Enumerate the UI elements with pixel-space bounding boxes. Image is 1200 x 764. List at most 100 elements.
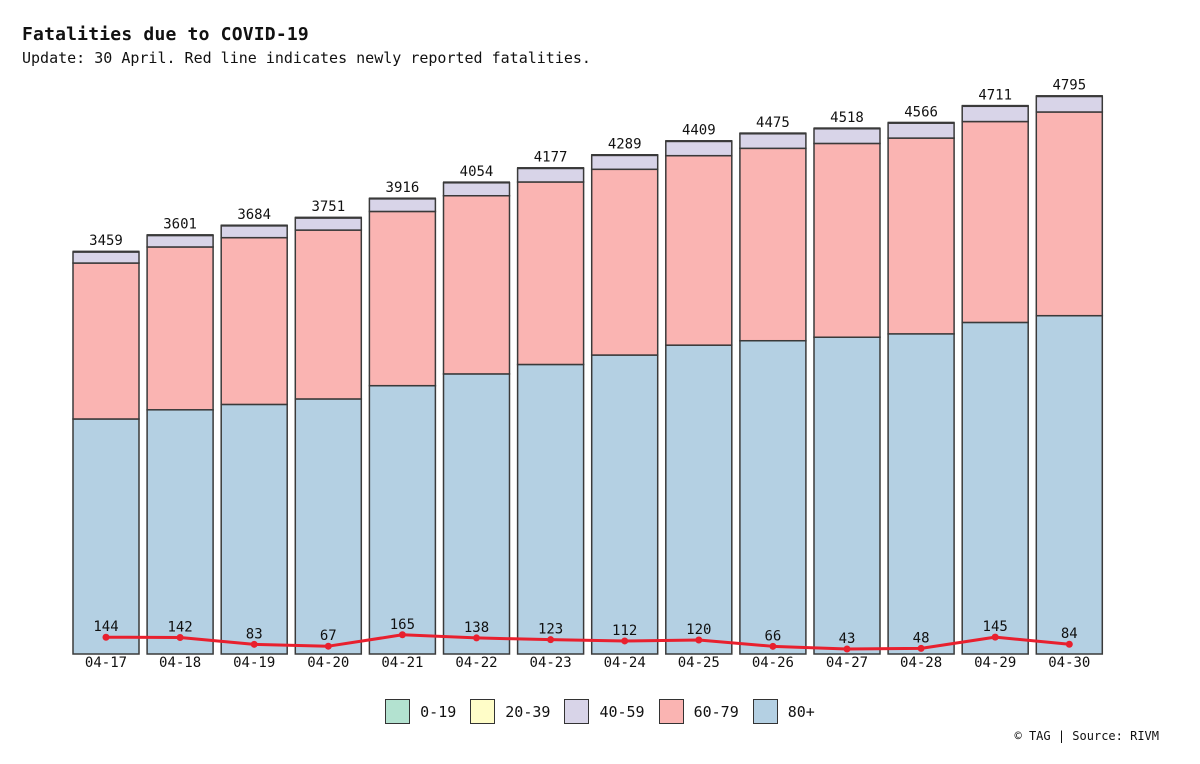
new-fatalities-point [398,631,406,639]
chart-title: Fatalities due to COVID-19 [22,24,309,45]
bar-total-label: 3916 [386,180,420,196]
x-tick-label: 04-17 [85,655,127,671]
x-tick-label: 04-21 [381,655,423,671]
bar-segment-80plus-04-27 [813,336,881,655]
bar-segment-80plus-04-28 [887,333,955,655]
x-tick-label: 04-25 [678,655,720,671]
bar-total-label: 3459 [89,233,123,249]
bar-total-label: 4177 [534,150,568,166]
bar-total-label: 4289 [608,137,642,153]
x-tick-label: 04-27 [826,655,868,671]
source-credit: © TAG | Source: RIVM [1014,729,1160,743]
new-fatalities-point [621,637,629,645]
new-fatalities-point [176,633,184,641]
bar-total-label: 4054 [460,164,494,180]
legend-swatch-80plus [752,699,778,724]
chart-subtitle: Update: 30 April. Red line indicates new… [22,49,591,67]
bar-segment-60-79-04-17 [72,262,140,420]
new-fatalities-point [695,636,703,644]
new-fatalities-label: 48 [913,630,930,646]
bar-segment-40-59-04-18 [146,234,214,248]
new-fatalities-point [991,633,999,641]
bar-total-label: 4795 [1052,78,1086,94]
bar-segment-60-79-04-27 [813,142,881,338]
bar-segment-80plus-04-29 [961,321,1029,655]
legend-label-20-39: 20-39 [505,702,551,721]
legend-label-40-59: 40-59 [599,702,645,721]
new-fatalities-point [917,644,925,652]
new-fatalities-label: 66 [764,628,781,644]
bar-total-label: 4518 [830,110,864,126]
legend-item-0-19: 0-19 [385,699,456,724]
bar-segment-80plus-04-17 [72,418,140,655]
new-fatalities-line [105,633,1070,651]
new-fatalities-label: 83 [246,626,263,642]
x-tick-label: 04-26 [752,655,794,671]
bar-segment-40-59-04-20 [294,217,363,231]
stacked-bar-chart: 3459 04-17 3601 04-18 3684 04-19 3751 04-20 3916… [72,78,1104,671]
legend-item-40-59: 40-59 [564,699,645,724]
bar-segment-60-79-04-24 [590,168,659,356]
bar-total-label: 4475 [756,115,790,131]
bar-segment-60-79-04-26 [739,147,807,342]
new-fatalities-label: 165 [390,617,415,633]
x-tick-label: 04-29 [974,655,1016,671]
new-fatalities-label: 84 [1061,626,1078,642]
new-fatalities-point [843,645,851,653]
new-fatalities-label: 112 [612,623,637,639]
bar-segment-40-59-04-30 [1035,95,1104,113]
x-tick-label: 04-18 [159,655,201,671]
legend-label-60-79: 60-79 [693,702,739,721]
bar-segment-80plus-04-18 [146,409,214,655]
legend-swatch-40-59 [564,699,590,724]
bar-total-label: 3601 [163,217,197,233]
bar-segment-80plus-04-25 [665,344,733,655]
legend-item-60-79: 60-79 [658,699,739,724]
new-fatalities-label: 67 [320,628,337,644]
bar-segment-80plus-04-22 [442,373,511,655]
bar-segment-40-59-04-29 [961,105,1029,123]
new-fatalities-label: 123 [538,622,563,638]
x-tick-label: 04-23 [530,655,572,671]
bar-segment-60-79-04-21 [368,210,437,387]
bar-segment-60-79-04-19 [220,236,288,406]
new-fatalities-label: 145 [983,619,1008,635]
bar-total-label: 3751 [311,199,345,215]
bar-segment-60-79-04-28 [887,137,955,335]
bar-segment-40-59-04-17 [72,251,140,264]
bar-segment-40-59-04-27 [813,128,881,145]
x-tick-label: 04-20 [307,655,349,671]
bar-segment-60-79-04-23 [516,181,585,366]
bar-total-label: 4409 [682,123,716,139]
new-fatalities-label: 144 [93,619,118,635]
new-fatalities-point [1065,640,1073,648]
x-tick-label: 04-24 [604,655,646,671]
new-fatalities-point [473,634,480,642]
new-fatalities-point [547,636,555,644]
new-fatalities-label: 43 [839,631,856,647]
bar-segment-60-79-04-25 [665,154,733,346]
bar-total-label: 4711 [978,87,1012,103]
bar-segment-80plus-04-19 [220,403,288,655]
new-fatalities-point [769,642,777,650]
new-fatalities-point [250,640,258,648]
bar-segment-80plus-04-24 [590,354,659,655]
legend-swatch-60-79 [658,699,684,724]
bar-segment-40-59-04-19 [220,225,288,239]
bar-segment-40-59-04-23 [516,167,585,183]
legend-label-0-19: 0-19 [420,702,457,721]
legend-item-20-39: 20-39 [470,699,550,724]
new-fatalities-label: 142 [167,619,192,635]
bar-segment-60-79-04-20 [294,229,363,400]
legend: 0-19 20-39 40-59 60-79 80+ [0,699,1200,724]
legend-label-80plus: 80+ [787,702,815,721]
bar-segment-40-59-04-21 [368,198,437,213]
legend-swatch-0-19 [385,699,411,724]
legend-item-80plus: 80+ [752,699,815,724]
bar-segment-40-59-04-24 [590,154,659,171]
bar-segment-40-59-04-28 [887,122,955,139]
x-tick-label: 04-30 [1048,655,1090,671]
bar-segment-80plus-04-21 [368,384,437,655]
bar-segment-40-59-04-22 [442,182,511,197]
x-tick-label: 04-28 [900,655,942,671]
